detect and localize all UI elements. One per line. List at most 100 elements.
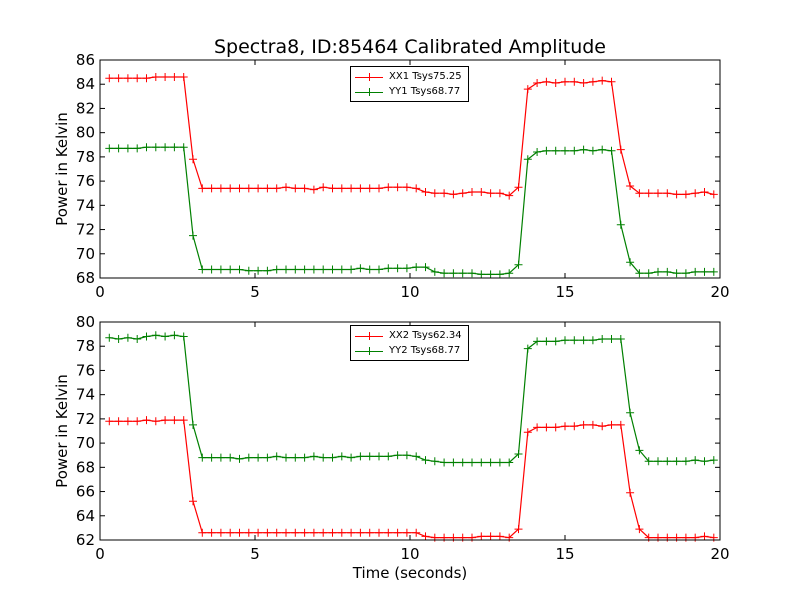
data-point-2-2-21 (300, 453, 309, 462)
data-point-1-1-7 (170, 73, 179, 81)
legend-label-xx1: XX1 Tsys75.25 (389, 71, 462, 82)
data-point-2-2-9 (189, 420, 197, 429)
data-point-1-1-53 (598, 76, 607, 85)
data-point-2-2-11 (207, 453, 216, 462)
data-point-2-2-45 (523, 344, 532, 353)
data-point-1-2-12 (216, 265, 225, 274)
data-point-2-2-35 (430, 457, 439, 466)
y-tick-label-2-74: 74 (76, 386, 95, 404)
data-point-2-2-29 (375, 452, 383, 461)
data-point-1-2-26 (347, 265, 356, 274)
y-tick-label-1-80: 80 (76, 124, 95, 142)
data-point-2-1-51 (579, 420, 588, 429)
data-point-1-2-55 (616, 220, 625, 229)
data-point-2-1-55 (616, 420, 625, 429)
data-point-2-2-16 (254, 453, 263, 462)
data-point-1-1-16 (254, 184, 263, 193)
data-point-1-2-38 (458, 269, 467, 278)
data-point-1-2-28 (365, 265, 374, 274)
y-tick-label-1-76: 76 (76, 172, 95, 190)
data-point-2-1-6 (161, 416, 170, 425)
y-tick-label-1-86: 86 (76, 51, 95, 69)
data-point-1-2-19 (282, 265, 290, 274)
data-point-1-2-20 (291, 265, 300, 274)
y-tick-label-2-78: 78 (76, 337, 95, 355)
data-point-1-2-8 (179, 143, 188, 152)
y-tick-label-2-64: 64 (76, 507, 95, 525)
data-point-2-2-55 (616, 335, 625, 343)
data-point-1-1-18 (272, 184, 281, 193)
data-point-2-1-41 (486, 532, 495, 541)
data-point-2-1-17 (263, 528, 272, 537)
data-point-1-2-1 (114, 144, 123, 153)
legend-entry-yy2: YY2 Tsys68.77 (355, 343, 462, 358)
data-point-1-1-27 (356, 184, 365, 193)
data-point-2-1-1 (114, 417, 123, 426)
data-point-2-2-13 (226, 453, 235, 462)
data-point-1-2-51 (579, 145, 588, 154)
data-point-1-2-15 (244, 266, 253, 275)
x-axis-label-2: Time (seconds) (352, 564, 468, 582)
data-point-1-1-65 (709, 190, 718, 199)
x-tick-label-2-0: 0 (95, 545, 105, 563)
data-point-1-1-4 (142, 74, 151, 83)
data-point-1-1-24 (328, 184, 337, 193)
data-point-1-2-16 (254, 266, 263, 275)
y-tick-label-1-84: 84 (76, 75, 95, 93)
data-point-1-1-57 (635, 189, 644, 198)
data-point-2-2-42 (495, 458, 504, 467)
data-point-1-1-55 (616, 145, 625, 154)
data-point-2-2-34 (421, 456, 430, 465)
data-point-2-2-5 (151, 331, 160, 340)
data-point-2-2-20 (291, 453, 300, 462)
data-point-2-1-4 (142, 416, 151, 425)
data-point-1-1-33 (412, 184, 421, 193)
x-tick-label-2-5: 5 (250, 545, 260, 563)
data-point-1-1-60 (663, 189, 672, 198)
data-point-2-1-49 (561, 422, 569, 431)
legend-swatch-yy1 (355, 87, 383, 97)
data-point-1-1-52 (588, 77, 597, 86)
data-point-1-1-32 (402, 183, 411, 192)
data-point-1-2-47 (542, 146, 551, 155)
y-tick-label-1-74: 74 (76, 196, 95, 214)
data-point-2-1-5 (151, 417, 160, 426)
data-point-1-1-26 (347, 184, 356, 193)
y-tick-label-1-82: 82 (76, 99, 95, 117)
data-point-1-2-43 (505, 269, 514, 278)
data-point-2-2-54 (607, 335, 616, 343)
data-point-2-1-13 (226, 528, 235, 537)
data-point-2-2-31 (393, 451, 402, 460)
y-tick-label-2-80: 80 (76, 313, 95, 331)
data-point-2-1-56 (626, 488, 635, 497)
data-point-2-1-27 (356, 528, 365, 537)
data-point-2-2-24 (328, 453, 337, 462)
data-point-1-1-29 (375, 184, 383, 193)
data-point-1-2-11 (207, 265, 216, 274)
data-point-2-2-49 (561, 336, 569, 345)
data-point-1-1-43 (505, 191, 514, 200)
data-point-2-2-26 (347, 453, 356, 462)
data-point-2-2-22 (309, 452, 318, 461)
data-point-2-1-11 (207, 528, 216, 537)
data-point-1-2-42 (495, 270, 504, 279)
data-point-2-2-52 (588, 336, 597, 345)
data-point-1-1-41 (486, 189, 495, 198)
data-point-1-1-37 (449, 190, 458, 199)
data-point-2-1-22 (309, 528, 318, 537)
data-point-2-2-27 (356, 452, 365, 461)
data-point-2-1-15 (244, 528, 253, 537)
data-point-2-2-10 (198, 453, 207, 462)
data-point-1-1-56 (626, 182, 635, 190)
data-point-2-1-19 (282, 528, 290, 537)
data-point-1-2-27 (356, 264, 365, 273)
data-point-1-1-21 (300, 184, 309, 193)
data-point-2-2-33 (412, 452, 421, 461)
x-tick-label-1-5: 5 (250, 283, 260, 301)
data-point-1-1-46 (533, 79, 542, 87)
x-tick-label-2-10: 10 (400, 545, 419, 563)
data-point-2-1-8 (179, 416, 188, 425)
data-point-1-1-64 (700, 188, 709, 196)
y-tick-label-1-72: 72 (76, 221, 95, 239)
data-point-2-2-39 (468, 458, 476, 467)
